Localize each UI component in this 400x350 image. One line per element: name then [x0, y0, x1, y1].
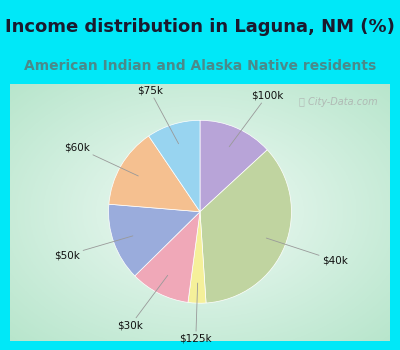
Text: $100k: $100k	[229, 90, 284, 147]
Text: Income distribution in Laguna, NM (%): Income distribution in Laguna, NM (%)	[5, 19, 395, 36]
Text: American Indian and Alaska Native residents: American Indian and Alaska Native reside…	[24, 59, 376, 73]
Wedge shape	[188, 212, 206, 303]
Wedge shape	[149, 120, 200, 212]
Text: $50k: $50k	[54, 236, 133, 260]
Wedge shape	[200, 120, 267, 212]
Text: $125k: $125k	[180, 283, 212, 344]
Wedge shape	[135, 212, 200, 302]
Wedge shape	[200, 150, 292, 303]
Wedge shape	[108, 204, 200, 276]
Text: $40k: $40k	[266, 238, 348, 265]
Text: $60k: $60k	[64, 142, 138, 176]
Text: $75k: $75k	[137, 85, 178, 144]
Text: ⓘ City-Data.com: ⓘ City-Data.com	[299, 97, 378, 107]
Text: $30k: $30k	[117, 275, 168, 331]
Wedge shape	[109, 136, 200, 212]
